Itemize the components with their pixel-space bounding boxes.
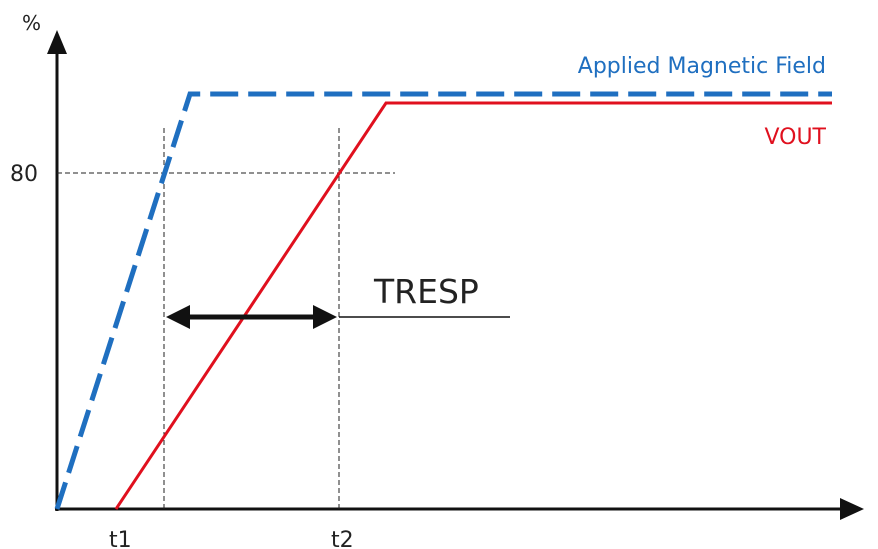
tresp-label: TRESP (373, 272, 479, 311)
legend-field-label: Applied Magnetic Field (578, 54, 826, 79)
x-tick-label-t1: t1 (109, 528, 132, 549)
tresp-arrow (166, 305, 337, 329)
y-axis-label: % (22, 11, 41, 35)
tresp-arrowhead-left (166, 305, 190, 329)
x-tick-label-t2: t2 (331, 528, 354, 549)
x-axis-arrowhead (840, 498, 864, 520)
vout-line (114, 101, 832, 510)
tresp-arrowhead-right (313, 305, 337, 329)
legend-vout-label: VOUT (764, 125, 826, 150)
field-line (54, 91, 832, 510)
axes (47, 30, 864, 520)
y-axis-arrowhead (47, 30, 67, 54)
y-tick-label-80: 80 (10, 162, 38, 187)
